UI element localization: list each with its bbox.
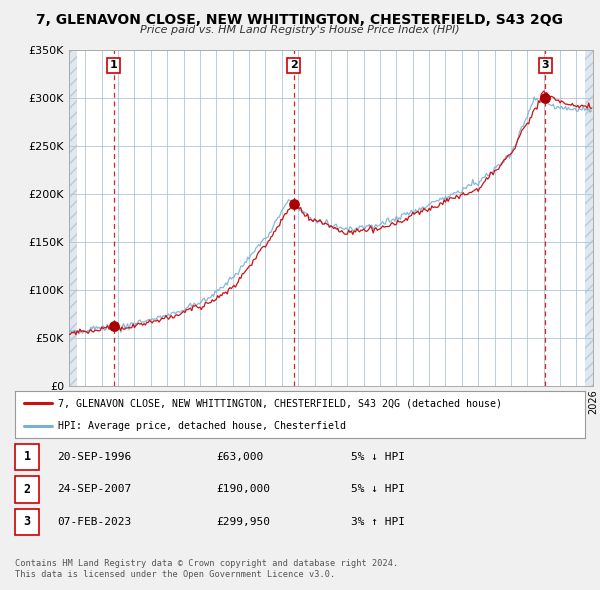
Text: £299,950: £299,950 (216, 517, 270, 527)
Bar (584, 50, 593, 386)
Text: 1: 1 (110, 60, 118, 70)
Text: 24-SEP-2007: 24-SEP-2007 (57, 484, 131, 494)
Text: 3: 3 (23, 515, 31, 529)
Text: Price paid vs. HM Land Registry's House Price Index (HPI): Price paid vs. HM Land Registry's House … (140, 25, 460, 35)
Text: 2: 2 (290, 60, 298, 70)
Text: 3% ↑ HPI: 3% ↑ HPI (351, 517, 405, 527)
Text: This data is licensed under the Open Government Licence v3.0.: This data is licensed under the Open Gov… (15, 571, 335, 579)
Text: 7, GLENAVON CLOSE, NEW WHITTINGTON, CHESTERFIELD, S43 2QG: 7, GLENAVON CLOSE, NEW WHITTINGTON, CHES… (37, 13, 563, 27)
Text: Contains HM Land Registry data © Crown copyright and database right 2024.: Contains HM Land Registry data © Crown c… (15, 559, 398, 568)
Text: 7, GLENAVON CLOSE, NEW WHITTINGTON, CHESTERFIELD, S43 2QG (detached house): 7, GLENAVON CLOSE, NEW WHITTINGTON, CHES… (58, 398, 502, 408)
Text: 3: 3 (542, 60, 549, 70)
Bar (69, 50, 77, 386)
Text: HPI: Average price, detached house, Chesterfield: HPI: Average price, detached house, Ches… (58, 421, 346, 431)
Point (109, 321, 118, 330)
Text: 5% ↓ HPI: 5% ↓ HPI (351, 484, 405, 494)
Text: £63,000: £63,000 (216, 452, 263, 462)
Point (289, 199, 299, 209)
Point (541, 94, 550, 103)
Text: 1: 1 (23, 450, 31, 464)
Text: £190,000: £190,000 (216, 484, 270, 494)
Text: 2: 2 (23, 483, 31, 496)
Text: 20-SEP-1996: 20-SEP-1996 (57, 452, 131, 462)
Text: 5% ↓ HPI: 5% ↓ HPI (351, 452, 405, 462)
Text: 07-FEB-2023: 07-FEB-2023 (57, 517, 131, 527)
